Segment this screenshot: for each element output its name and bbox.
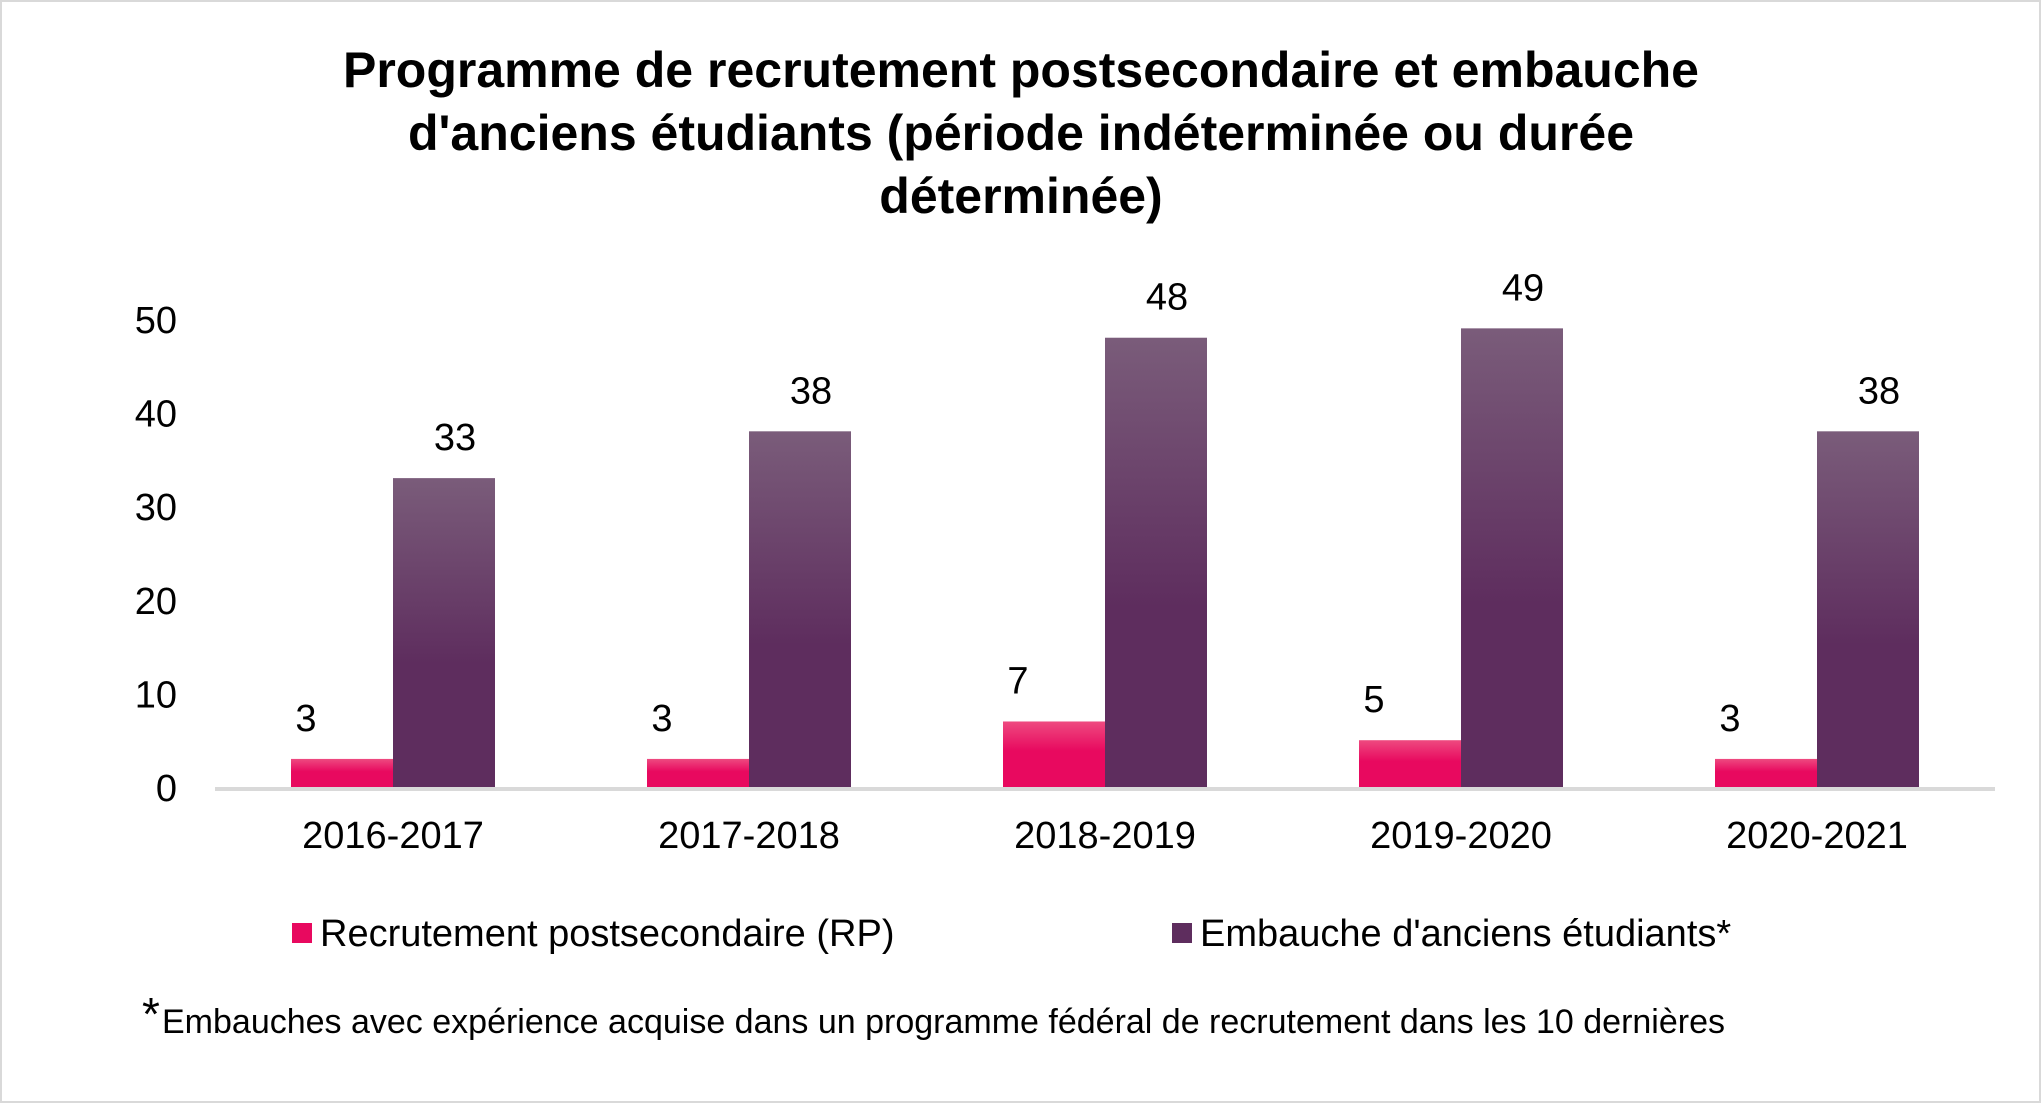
x-tick-label: 2018-2019 — [1014, 815, 1196, 857]
footnote-marker: * — [142, 988, 160, 1040]
footnote-text: Embauches avec expérience acquise dans u… — [162, 1003, 1725, 1041]
y-axis-tick-labels: 0 10 20 30 40 50 — [135, 300, 177, 810]
bar-anciens-etudiants[interactable] — [1461, 328, 1563, 787]
chart-title: Programme de recrutement postsecondaire … — [343, 42, 1699, 224]
bar-anciens-etudiants[interactable] — [1105, 337, 1207, 787]
legend: Recrutement postsecondaire (RP) Embauche… — [292, 913, 1731, 955]
data-label-anciens-etudiants: 38 — [1858, 370, 1900, 412]
y-tick-label: 0 — [156, 768, 177, 810]
x-tick-label: 2019-2020 — [1370, 815, 1552, 857]
data-label-rp: 3 — [651, 698, 672, 740]
bar-rp[interactable] — [291, 758, 393, 787]
data-label-rp: 3 — [295, 698, 316, 740]
y-tick-label: 30 — [135, 487, 177, 529]
bar-rp[interactable] — [1003, 721, 1105, 787]
x-tick-label: 2017-2018 — [658, 815, 840, 857]
y-tick-label: 20 — [135, 581, 177, 623]
data-label-rp: 3 — [1719, 698, 1740, 740]
data-label-rp: 5 — [1363, 679, 1384, 721]
x-tick-label: 2016-2017 — [302, 815, 484, 857]
y-tick-label: 50 — [135, 300, 177, 342]
data-label-anciens-etudiants: 48 — [1146, 277, 1188, 319]
x-tick-label: 2020-2021 — [1726, 815, 1908, 857]
data-label-anciens-etudiants: 38 — [790, 370, 832, 412]
legend-label-anciens-etudiants: Embauche d'anciens étudiants* — [1200, 913, 1731, 955]
legend-item-rp[interactable]: Recrutement postsecondaire (RP) — [292, 913, 894, 955]
y-tick-label: 40 — [135, 394, 177, 436]
legend-swatch-anciens-etudiants — [1172, 923, 1192, 943]
footnote: * Embauches avec expérience acquise dans… — [142, 988, 1725, 1041]
bar-rp[interactable] — [1359, 740, 1461, 787]
x-axis-tick-labels: 2016-2017 2017-2018 2018-2019 2019-2020 2020… — [302, 815, 1908, 857]
data-label-anciens-etudiants: 33 — [434, 417, 476, 459]
data-label-anciens-etudiants: 49 — [1502, 267, 1544, 309]
bar-anciens-etudiants[interactable] — [393, 478, 495, 787]
bar-anciens-etudiants[interactable] — [1817, 431, 1919, 787]
legend-label-rp: Recrutement postsecondaire (RP) — [320, 913, 894, 955]
bar-anciens-etudiants[interactable] — [749, 431, 851, 787]
data-label-rp: 7 — [1007, 660, 1028, 702]
chart-title-line-2: d'anciens étudiants (période indéterminé… — [408, 105, 1634, 161]
bar-rp[interactable] — [647, 758, 749, 787]
bar-rp[interactable] — [1715, 758, 1817, 787]
legend-swatch-rp — [292, 923, 312, 943]
chart-title-line-1: Programme de recrutement postsecondaire … — [343, 42, 1699, 98]
bars — [291, 328, 1919, 787]
legend-item-anciens-etudiants[interactable]: Embauche d'anciens étudiants* — [1172, 913, 1731, 955]
chart-title-line-3: déterminée) — [879, 168, 1162, 224]
y-tick-label: 10 — [135, 674, 177, 716]
